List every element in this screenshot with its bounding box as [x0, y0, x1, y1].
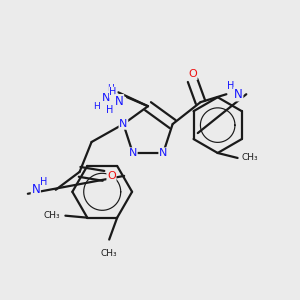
Text: N: N	[32, 183, 40, 196]
Text: N: N	[115, 95, 124, 108]
Text: H: H	[227, 81, 234, 91]
Text: H: H	[110, 87, 117, 97]
Text: H: H	[93, 102, 100, 111]
Text: O: O	[107, 171, 116, 181]
Text: N: N	[129, 148, 137, 158]
Text: H: H	[107, 84, 114, 93]
Text: O: O	[188, 69, 197, 79]
Text: N: N	[159, 148, 167, 158]
Text: N: N	[119, 119, 128, 129]
Text: N: N	[102, 93, 110, 103]
Text: N: N	[234, 88, 243, 101]
Text: H: H	[40, 177, 47, 187]
Text: CH₃: CH₃	[241, 154, 258, 163]
Text: H: H	[106, 105, 113, 115]
Text: CH₃: CH₃	[43, 211, 60, 220]
Text: CH₃: CH₃	[101, 249, 118, 258]
